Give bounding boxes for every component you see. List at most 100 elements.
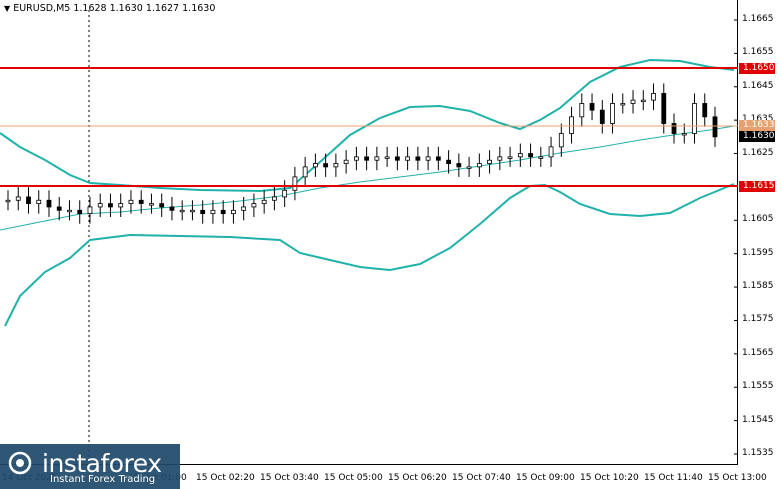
candle-body (97, 203, 103, 208)
ask-price-tag: 1.1633 (739, 120, 775, 131)
candle-body (476, 163, 482, 168)
support-price-tag: 1.1615 (739, 181, 775, 192)
candle-body (261, 199, 267, 205)
candle-body (640, 99, 646, 103)
time-tick-label: 15 Oct 13:00 (708, 473, 767, 483)
candle-body (231, 209, 236, 215)
plot-area[interactable] (0, 0, 738, 465)
candle-body (384, 156, 390, 159)
candle-body (620, 103, 626, 106)
time-tick-label: 15 Oct 05:00 (324, 473, 383, 483)
time-tick-label: 15 Oct 09:00 (516, 473, 575, 483)
price-tick-label: 1.1545 (742, 414, 774, 425)
candle-body (702, 103, 708, 118)
candle-body (579, 103, 585, 118)
candle-body (538, 156, 544, 159)
candle-body (108, 203, 113, 208)
candle-body (651, 93, 656, 101)
candle-body (241, 206, 247, 211)
candle-body (415, 156, 421, 161)
candle-body (5, 199, 11, 203)
candle-body (210, 209, 216, 215)
candle-body (681, 133, 687, 136)
candle-body (589, 103, 595, 111)
candle-body (466, 166, 472, 169)
candle-body (26, 196, 31, 205)
price-tick-label: 1.1625 (742, 147, 774, 158)
candle-body (333, 163, 339, 168)
resistance-price-tag: 1.1650 (739, 63, 775, 74)
brand-tagline: Instant Forex Trading (50, 474, 156, 485)
candle-body (364, 156, 370, 161)
candle-body (67, 209, 72, 213)
time-tick-label: 15 Oct 02:20 (196, 473, 255, 483)
candle-body (138, 199, 144, 205)
candle-body (149, 203, 154, 206)
price-tick-label: 1.1555 (742, 381, 774, 392)
bollinger-lower (4, 183, 735, 327)
candle-body (446, 159, 451, 164)
price-tick-label: 1.1645 (742, 80, 774, 91)
candle-body (77, 209, 83, 215)
candle-body (661, 93, 667, 124)
time-tick-label: 15 Oct 10:20 (580, 473, 639, 483)
price-tick-label: 1.1635 (742, 114, 774, 124)
candle-body (179, 209, 185, 213)
candle-body (312, 163, 318, 168)
price-tick-label: 1.1595 (742, 247, 774, 258)
candle-body (548, 146, 554, 158)
candle-body (517, 153, 523, 158)
candle-body (394, 156, 400, 161)
candle-body (36, 199, 42, 205)
candle-body (56, 206, 62, 211)
candle-body (671, 123, 677, 134)
candle-body (610, 103, 615, 124)
candle-body (159, 203, 165, 208)
candle-body (405, 156, 411, 161)
instaforex-logo-icon (8, 451, 32, 475)
candle-body (272, 196, 277, 201)
price-tick-label: 1.1535 (742, 448, 774, 458)
candle-body (569, 116, 574, 134)
candle-body (200, 209, 206, 215)
candle-body (323, 163, 329, 168)
price-tick-label: 1.1565 (742, 347, 774, 358)
candle-body (528, 153, 533, 158)
candle-body (343, 159, 349, 164)
time-tick-label: 15 Oct 07:40 (452, 473, 511, 483)
candle-body (692, 103, 697, 134)
candle-body (15, 196, 21, 201)
bollinger-upper (0, 58, 735, 193)
candle-body (251, 203, 257, 208)
price-tick-label: 1.1665 (742, 14, 774, 24)
candle-body (374, 156, 380, 161)
time-tick-label: 15 Oct 03:40 (260, 473, 319, 483)
candle-body (497, 156, 503, 161)
price-tick-label: 1.1605 (742, 214, 774, 225)
candle-body (87, 206, 93, 215)
candle-body (507, 156, 513, 159)
candle-body (558, 133, 564, 148)
candle-body (425, 156, 431, 161)
candle-body (128, 199, 134, 205)
chart-canvas (0, 10, 738, 465)
candle-body (302, 166, 308, 178)
candle-body (46, 199, 52, 208)
candle-body (292, 176, 298, 191)
candle-body (456, 163, 462, 168)
price-tick-label: 1.1585 (742, 281, 774, 292)
time-tick-label: 15 Oct 06:20 (388, 473, 447, 483)
candle-body (169, 206, 175, 211)
candle-body (118, 203, 124, 208)
dropdown-triangle-icon[interactable]: ▼ (4, 4, 11, 13)
candle-body (435, 156, 441, 161)
chart-title: ▼ EURUSD,M5 1.1628 1.1630 1.1627 1.1630 (4, 3, 215, 14)
time-tick-label: 15 Oct 11:40 (644, 473, 703, 483)
candle-body (712, 116, 718, 138)
candle-body (353, 156, 359, 161)
ohlc-label: 1.1628 1.1630 1.1627 1.1630 (73, 3, 216, 14)
candle-body (190, 209, 195, 213)
candle-body (630, 99, 636, 104)
candle-body (220, 209, 226, 215)
